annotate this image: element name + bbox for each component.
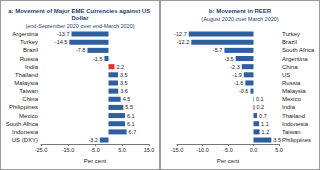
svg-text:Brazil: Brazil xyxy=(23,47,38,53)
svg-text:1.1: 1.1 xyxy=(261,121,269,127)
svg-text:3.5: 3.5 xyxy=(120,80,128,86)
svg-text:0.1: 0.1 xyxy=(256,96,264,102)
svg-text:3.5: 3.5 xyxy=(273,137,281,143)
svg-text:Dollar: Dollar xyxy=(71,15,89,21)
svg-text:Turkey: Turkey xyxy=(282,31,300,37)
svg-text:6.7: 6.7 xyxy=(129,129,137,135)
svg-text:Russia: Russia xyxy=(20,56,39,62)
svg-text:Turkey: Turkey xyxy=(20,39,38,45)
svg-text:Indonesia: Indonesia xyxy=(282,121,309,127)
svg-text:-3.2: -3.2 xyxy=(88,137,97,143)
svg-text:South Africa: South Africa xyxy=(282,47,315,53)
svg-text:India: India xyxy=(25,64,39,70)
svg-text:-5.0: -5.0 xyxy=(90,147,99,153)
svg-text:-12.2: -12.2 xyxy=(177,39,190,45)
svg-text:1.2: 1.2 xyxy=(262,129,270,135)
svg-text:15.0: 15.0 xyxy=(144,147,155,153)
svg-text:Mexico: Mexico xyxy=(19,113,39,119)
svg-text:Malaysia: Malaysia xyxy=(282,88,306,94)
svg-text:-12.7: -12.7 xyxy=(174,31,187,37)
svg-text:China: China xyxy=(22,96,38,102)
svg-text:-5.7: -5.7 xyxy=(213,47,222,53)
svg-text:3.5: 3.5 xyxy=(120,72,128,78)
svg-text:6.1: 6.1 xyxy=(127,113,135,119)
svg-text:(end-September 2020 over end-M: (end-September 2020 over end-March 2020) xyxy=(25,23,134,29)
svg-text:US: US xyxy=(282,72,290,78)
svg-text:Argentina: Argentina xyxy=(12,31,38,37)
svg-text:0.0: 0.0 xyxy=(250,147,258,153)
svg-text:(August 2020 over March 2020): (August 2020 over March 2020) xyxy=(201,16,279,22)
svg-text:Indonesia: Indonesia xyxy=(12,129,39,135)
svg-text:Mexico: Mexico xyxy=(282,96,302,102)
svg-text:China: China xyxy=(282,64,298,70)
svg-text:b: Movement in REER: b: Movement in REER xyxy=(209,8,272,14)
svg-text:2.2: 2.2 xyxy=(116,64,124,70)
svg-text:6.1: 6.1 xyxy=(127,121,135,127)
svg-text:-7.8: -7.8 xyxy=(76,47,85,53)
svg-text:3.6: 3.6 xyxy=(120,88,128,94)
svg-text:Per cent: Per cent xyxy=(84,158,107,164)
svg-text:-13.7: -13.7 xyxy=(57,31,70,37)
svg-text:5.0: 5.0 xyxy=(275,147,283,153)
svg-text:-15.0: -15.0 xyxy=(171,147,184,153)
svg-text:Philippines: Philippines xyxy=(9,104,38,110)
svg-text:India: India xyxy=(282,104,296,110)
svg-text:-10.0: -10.0 xyxy=(196,147,209,153)
svg-text:Argentina: Argentina xyxy=(282,56,308,62)
svg-text:Malaysia: Malaysia xyxy=(14,80,38,86)
svg-text:-14.5: -14.5 xyxy=(55,39,68,45)
svg-text:-2.3: -2.3 xyxy=(230,64,239,70)
svg-text:Russia: Russia xyxy=(282,80,301,86)
svg-text:-1.6: -1.6 xyxy=(234,80,243,86)
svg-text:a: Movement of Major EME Curre: a: Movement of Major EME Currencies agai… xyxy=(8,8,152,14)
svg-text:-25.0: -25.0 xyxy=(35,147,48,153)
svg-text:Philippines: Philippines xyxy=(282,137,311,143)
svg-text:US (DXY): US (DXY) xyxy=(12,137,38,143)
svg-text:Per cent: Per cent xyxy=(217,158,240,164)
svg-text:5.0: 5.0 xyxy=(118,147,126,153)
svg-text:-1.5: -1.5 xyxy=(93,56,102,62)
svg-text:0.7: 0.7 xyxy=(259,113,267,119)
svg-text:-15.0: -15.0 xyxy=(62,147,75,153)
svg-text:5.5: 5.5 xyxy=(125,104,133,110)
svg-text:-5.0: -5.0 xyxy=(223,147,232,153)
svg-text:-0.6: -0.6 xyxy=(239,88,248,94)
svg-text:South Africa: South Africa xyxy=(6,121,39,127)
svg-text:Thailand: Thailand xyxy=(15,72,38,78)
svg-text:0.2: 0.2 xyxy=(257,104,265,110)
svg-text:Taiwan: Taiwan xyxy=(282,129,301,135)
svg-text:Thailand: Thailand xyxy=(282,113,305,119)
svg-text:-1.9: -1.9 xyxy=(232,72,241,78)
svg-text:4.5: 4.5 xyxy=(123,96,131,102)
svg-text:Brazil: Brazil xyxy=(282,39,297,45)
svg-text:-3.5: -3.5 xyxy=(224,56,233,62)
svg-text:Taiwan: Taiwan xyxy=(19,88,38,94)
